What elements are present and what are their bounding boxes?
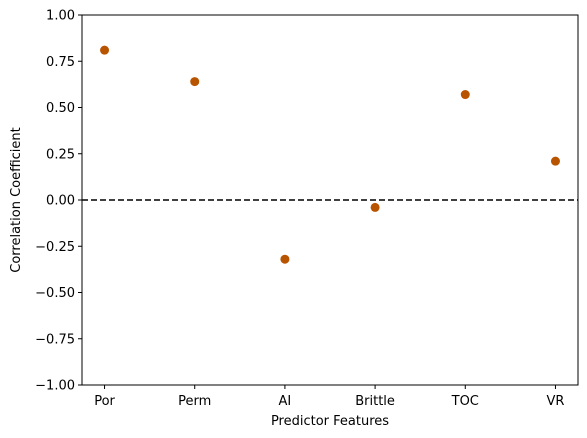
data-point-toc xyxy=(461,90,470,99)
x-tick-label: Por xyxy=(94,394,115,409)
y-axis-ticks: −1.00 −0.75 −0.50 −0.25 0.00 0.25 0.50 0.75 1.00 xyxy=(35,9,82,394)
x-tick-label: AI xyxy=(279,394,292,409)
y-tick-label: −0.75 xyxy=(35,332,75,347)
data-point-ai xyxy=(280,255,289,264)
x-tick-label: VR xyxy=(546,394,564,409)
y-tick-label: −0.50 xyxy=(35,286,75,301)
y-tick-label: 0.50 xyxy=(46,101,75,116)
data-point-por xyxy=(100,46,109,55)
y-tick-label: −1.00 xyxy=(35,379,75,394)
data-point-vr xyxy=(551,157,560,166)
x-axis-label: Predictor Features xyxy=(271,414,389,429)
y-tick-label: 0.25 xyxy=(46,147,75,162)
data-points xyxy=(100,46,560,264)
x-tick-label: Perm xyxy=(178,394,211,409)
y-tick-label: 0.00 xyxy=(46,194,75,209)
data-point-perm xyxy=(190,77,199,86)
y-tick-label: 0.75 xyxy=(46,55,75,70)
data-point-brittle xyxy=(371,203,380,212)
y-axis-label: Correlation Coefficient xyxy=(9,127,24,273)
x-axis-ticks: Por Perm AI Brittle TOC VR xyxy=(94,385,564,409)
x-tick-label: TOC xyxy=(451,394,479,409)
y-tick-label: −0.25 xyxy=(35,240,75,255)
y-tick-label: 1.00 xyxy=(46,9,75,24)
x-tick-label: Brittle xyxy=(355,394,395,409)
